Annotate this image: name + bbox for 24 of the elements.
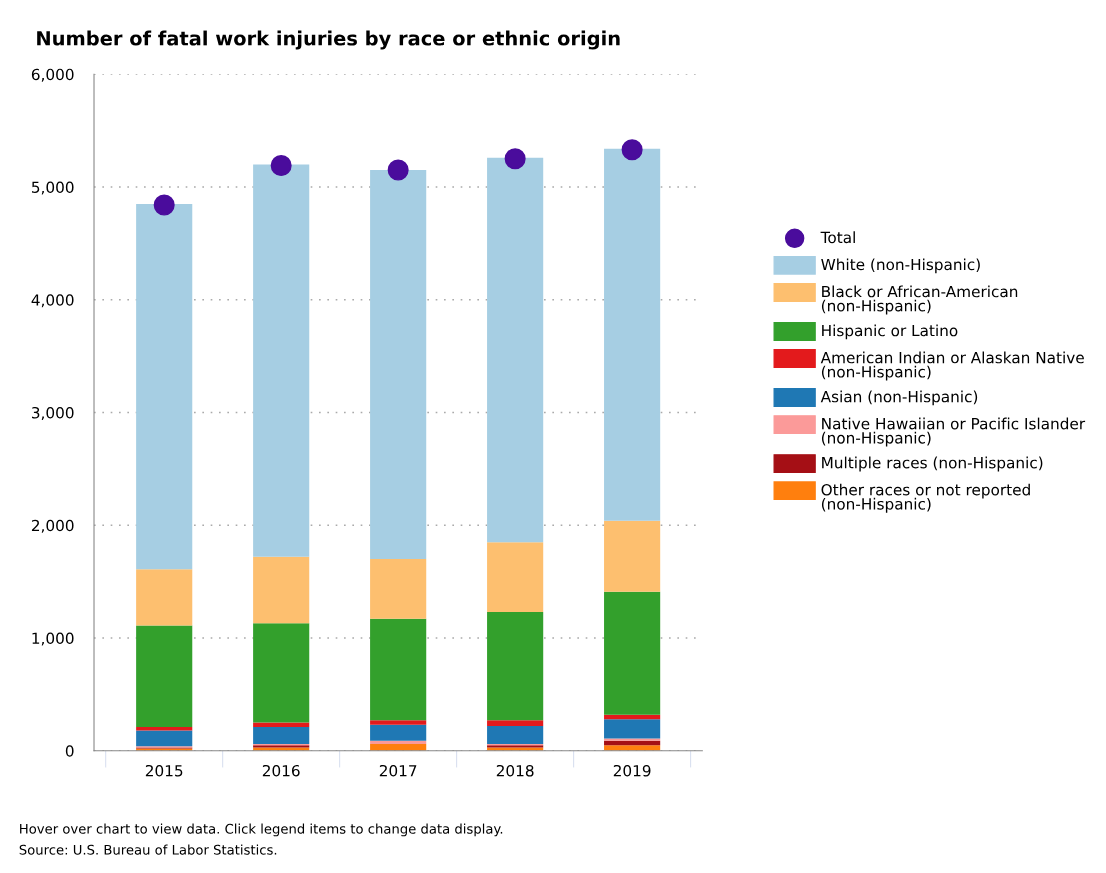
legend-label: Black or African-American (non-Hispanic): [821, 285, 1018, 315]
text: Hover over chart to view data. Click legend items to change data display.: [20, 823, 503, 837]
x-tick-label: 2017: [379, 764, 417, 777]
y-tick-label: 0: [65, 745, 74, 757]
y-tick-label: 3,000: [31, 406, 74, 421]
legend-label: White (non-Hispanic): [821, 258, 980, 274]
legend-label: Total: [820, 231, 855, 244]
y-tick-label: 5,000: [32, 181, 74, 195]
x-tick-label: 2016: [262, 764, 300, 777]
source-note: Source: U.S. Bureau of Labor Statistics.: [19, 844, 277, 855]
x-tick-label: 2019: [613, 764, 651, 777]
legend-label: Asian (non-Hispanic): [820, 390, 978, 406]
y-tick-label: 1,000: [32, 632, 74, 646]
legend-label: Multiple races (non-Hispanic): [822, 456, 1043, 472]
x-tick-label: 2018: [496, 764, 534, 777]
y-tick-label: 2,000: [31, 519, 74, 533]
legend-label: American Indian or Alaskan Native (non-Hispanic): [820, 351, 1084, 381]
y-tick-label: 6,000: [31, 68, 74, 82]
legend-label: Other races or not reported (non-Hispanic): [821, 483, 1030, 513]
legend-label: Hispanic or Latino: [822, 324, 958, 340]
x-tick-label: 2015: [145, 764, 183, 777]
y-tick-label: 4,000: [31, 294, 74, 308]
chart-title: Number of fatal work injuries by race or ethnic origin: [37, 30, 620, 50]
legend-label: Native Hawaiian or Pacific Islander (non-Hispanic): [821, 417, 1086, 447]
